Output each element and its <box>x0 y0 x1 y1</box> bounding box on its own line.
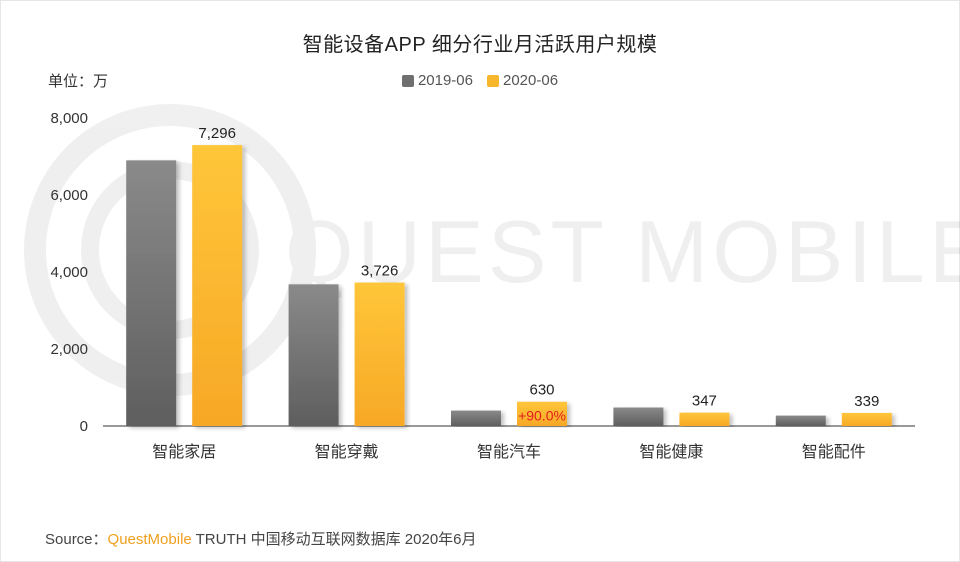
data-label: 3,726 <box>361 263 399 280</box>
legend-label-2019: 2019-06 <box>417 72 473 89</box>
legend-item-2020: 2020-06 <box>487 72 558 89</box>
data-label: 630 <box>529 382 554 399</box>
x-tick-label: 智能健康 <box>639 443 703 461</box>
y-tick-label: 2,000 <box>50 341 88 358</box>
data-label: 347 <box>692 393 717 410</box>
bar-2019-06 <box>126 160 177 426</box>
data-labels: 7,296 3,726 630 +90.0% 347 339 <box>198 125 879 424</box>
legend: 2019-06 2020-06 <box>0 72 960 89</box>
bar-2019-06 <box>775 415 826 426</box>
y-tick-label: 0 <box>80 418 88 435</box>
y-tick-label: 8,000 <box>50 110 88 127</box>
x-tick-label: 智能家居 <box>152 443 216 461</box>
legend-label-2020: 2020-06 <box>503 72 559 89</box>
source-prefix: Source： <box>45 531 108 548</box>
x-tick-label: 智能配件 <box>802 443 866 461</box>
bars <box>126 145 892 426</box>
data-label: 339 <box>854 393 879 410</box>
bar-2019-06 <box>451 410 501 426</box>
growth-annotation: +90.0% <box>518 408 566 424</box>
unit-label: 单位：万 <box>48 73 109 90</box>
bar-2020-06 <box>517 401 567 426</box>
bar-2019-06 <box>288 284 339 426</box>
legend-swatch-2019 <box>401 74 414 87</box>
source-note: Source：QuestMobile TRUTH 中国移动互联网数据库 2020… <box>45 528 477 549</box>
chart-title: 智能设备APP 细分行业月活跃用户规模 <box>302 34 658 56</box>
axes: 0 2,000 4,000 6,000 8,000 智能家居 智能穿戴 智能汽车 智能健康 智能配… <box>50 110 915 461</box>
bar-2020-06 <box>841 412 892 426</box>
bar-2020-06 <box>354 282 405 426</box>
bar-2020-06 <box>679 412 730 426</box>
source-suffix: TRUTH 中国移动互联网数据库 2020年6月 <box>191 531 477 548</box>
bar-2020-06 <box>192 145 243 426</box>
bar-2019-06 <box>613 407 664 426</box>
y-tick-label: 4,000 <box>50 264 88 281</box>
x-tick-label: 智能汽车 <box>477 443 541 461</box>
source-brand: QuestMobile <box>107 531 192 548</box>
data-label: 7,296 <box>198 125 236 142</box>
y-tick-label: 6,000 <box>50 187 88 204</box>
legend-swatch-2020 <box>487 74 499 87</box>
x-tick-label: 智能穿戴 <box>315 443 379 461</box>
legend-item-2019: 2019-06 <box>401 72 473 89</box>
